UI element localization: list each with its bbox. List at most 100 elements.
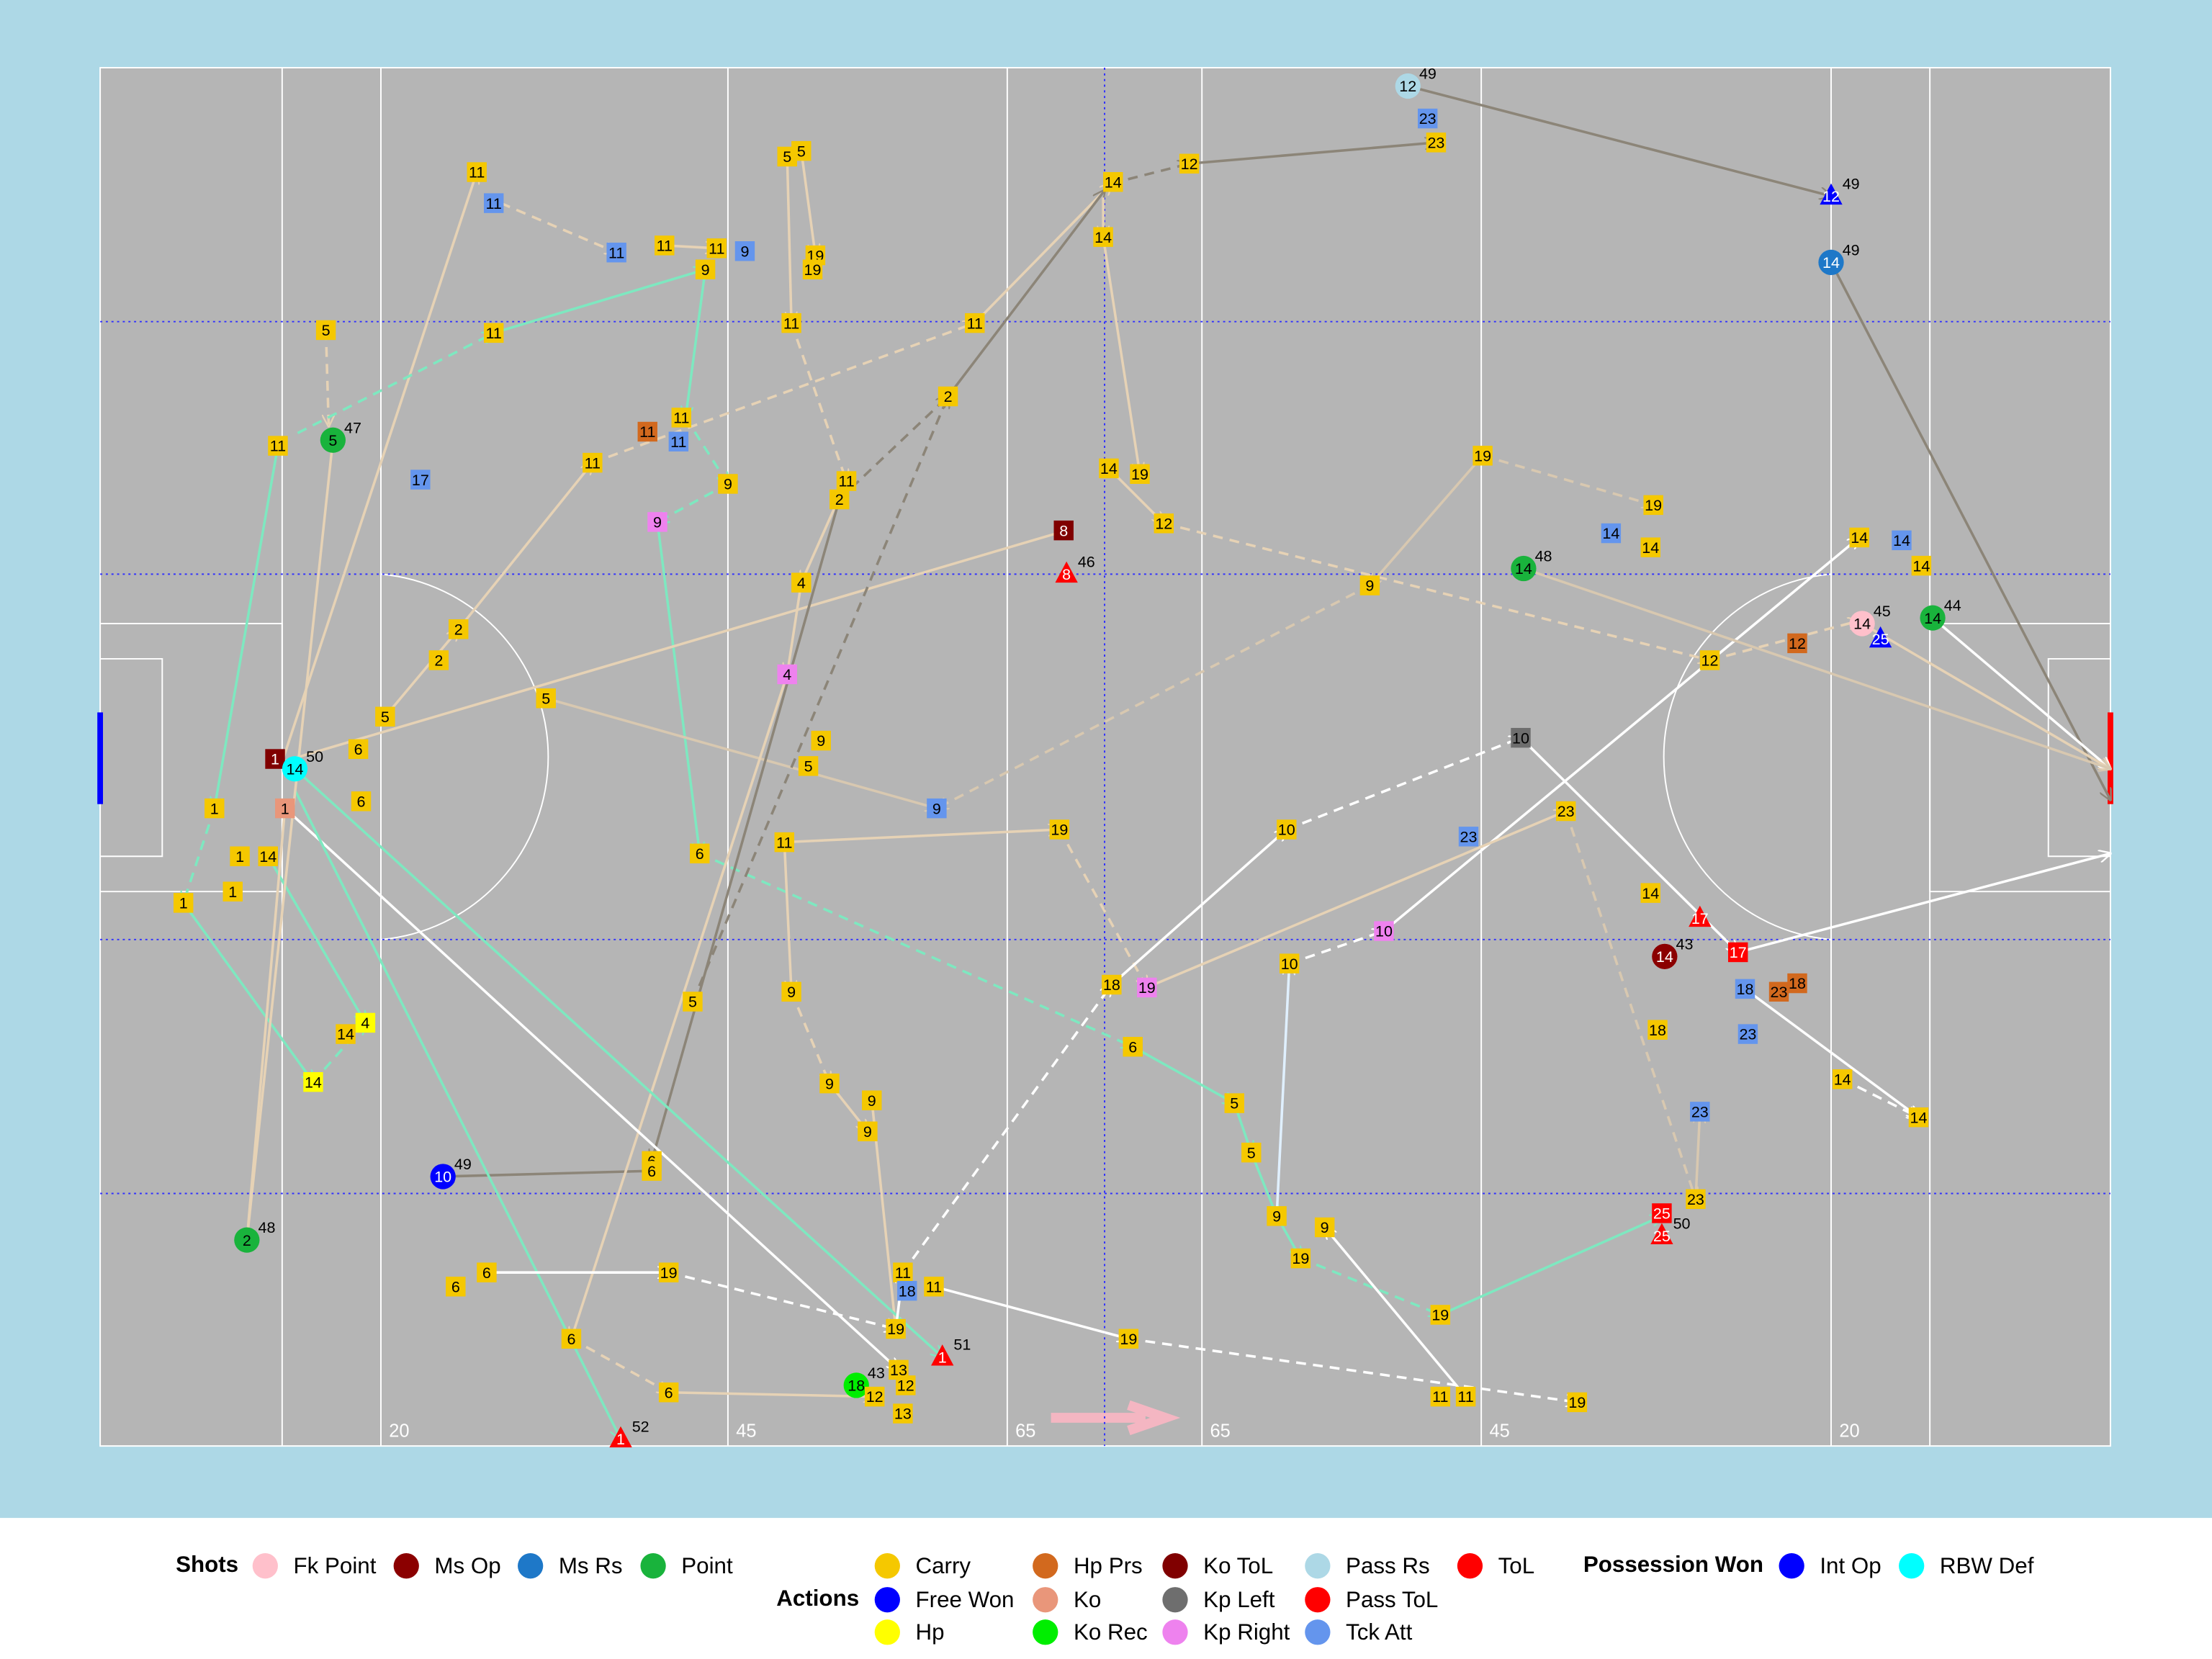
marker-label: 23 <box>1419 109 1437 127</box>
action-marker <box>449 619 469 639</box>
marker-label: 6 <box>451 1277 460 1295</box>
legend-symbol <box>1162 1619 1188 1645</box>
shot-marker <box>320 427 346 453</box>
pitch-label: 65 <box>1015 1421 1035 1441</box>
action-marker <box>655 235 675 256</box>
shot-marker <box>1920 605 1946 631</box>
minute-label: 45 <box>1874 602 1891 620</box>
action-marker <box>265 749 285 769</box>
marker-label: 6 <box>1128 1038 1137 1056</box>
action-marker <box>718 474 738 494</box>
marker-label: 14 <box>1100 459 1118 477</box>
action-marker <box>683 992 703 1012</box>
marker-label: 6 <box>665 1383 673 1401</box>
arrow <box>1830 261 2110 799</box>
triangle-marker <box>1689 905 1712 927</box>
arrow <box>1163 522 1709 660</box>
action-marker <box>1267 1206 1287 1226</box>
action-marker <box>1093 227 1113 247</box>
action-marker <box>351 791 372 811</box>
arrow <box>294 768 942 1357</box>
action-marker <box>1787 973 1807 994</box>
marker-label: 17 <box>1730 943 1747 961</box>
legend-label: Int Op <box>1820 1553 1881 1578</box>
marker-label: 12 <box>1822 187 1840 205</box>
arc <box>1663 573 1832 940</box>
marker-label: 1 <box>938 1348 947 1366</box>
action-marker <box>897 1280 917 1301</box>
action-marker <box>1640 537 1660 557</box>
marker-label: 23 <box>1427 134 1444 152</box>
arrow <box>1102 236 1140 474</box>
legend-title: Actions <box>776 1586 859 1611</box>
legend-symbol <box>1899 1553 1925 1579</box>
shot-marker <box>282 756 308 782</box>
minute-label: 50 <box>1673 1214 1691 1232</box>
action-marker <box>1102 974 1122 995</box>
marker-label: 8 <box>1059 521 1068 539</box>
marker-label: 9 <box>817 732 825 750</box>
marker-label: 14 <box>1851 529 1868 547</box>
minute-label: 43 <box>1676 935 1694 953</box>
action-marker <box>275 798 295 819</box>
minute-label: 43 <box>868 1364 885 1382</box>
action-marker <box>222 881 243 902</box>
marker-label: 5 <box>381 708 390 726</box>
arrow <box>1128 1337 1577 1402</box>
marker-label: 2 <box>434 652 443 670</box>
action-marker <box>1737 1024 1758 1044</box>
action-marker <box>1130 464 1150 484</box>
action-marker <box>467 162 487 182</box>
marker-label: 6 <box>482 1264 491 1282</box>
marker-label: 17 <box>412 471 429 489</box>
arrow <box>1439 1216 1662 1316</box>
pitch-label: 20 <box>389 1421 409 1441</box>
action-marker <box>355 1012 376 1033</box>
pitch-lines: 20 45 65 65 45 20 <box>100 68 2110 1447</box>
marker-label: 25 <box>1872 630 1889 648</box>
action-marker <box>484 323 504 343</box>
arrow <box>1250 1151 1277 1216</box>
shot-marker <box>1511 555 1537 582</box>
marker-label: 19 <box>887 1320 904 1338</box>
marker-label: 19 <box>1292 1249 1309 1267</box>
action-marker <box>477 1262 497 1282</box>
triangle-marker <box>1820 183 1843 205</box>
marker-label: 9 <box>863 1123 872 1141</box>
legend-area <box>0 1518 2212 1659</box>
arrow <box>685 269 707 418</box>
marker-label: 11 <box>469 163 485 181</box>
action-marker <box>1652 1203 1672 1223</box>
arrow <box>684 416 728 484</box>
marker-label: 11 <box>270 437 286 455</box>
marker-label: 1 <box>179 894 188 912</box>
action-marker <box>811 730 831 751</box>
marker-label: 23 <box>1691 1102 1709 1120</box>
marker-label: 14 <box>305 1073 322 1091</box>
legend-label: Pass Rs <box>1346 1553 1430 1578</box>
legend-label: ToL <box>1498 1553 1535 1578</box>
small-rectangle <box>2047 657 2110 858</box>
pitch-label: 45 <box>736 1421 756 1441</box>
marker-label: 10 <box>1281 955 1298 973</box>
action-marker <box>1099 458 1119 479</box>
action-marker <box>774 832 795 853</box>
marker-label: 5 <box>1247 1143 1256 1161</box>
arrow <box>182 902 313 1082</box>
marker-label: 11 <box>486 194 502 212</box>
legend-label: Point <box>681 1553 733 1578</box>
marker-label: 6 <box>567 1330 575 1348</box>
action-marker <box>924 1277 944 1297</box>
minute-label: 48 <box>1535 547 1552 565</box>
marker-label: 14 <box>1105 173 1122 191</box>
action-marker <box>1640 883 1660 903</box>
arrow <box>1286 738 1521 831</box>
action-marker <box>1430 1305 1451 1325</box>
arrow <box>1709 621 1860 662</box>
legend-symbol <box>874 1587 900 1613</box>
marker-label: 1 <box>235 848 244 866</box>
triangle-marker <box>931 1344 954 1366</box>
marker-label: 11 <box>1457 1388 1473 1406</box>
legend-symbol <box>1457 1553 1483 1579</box>
arrow <box>1565 810 1696 1200</box>
